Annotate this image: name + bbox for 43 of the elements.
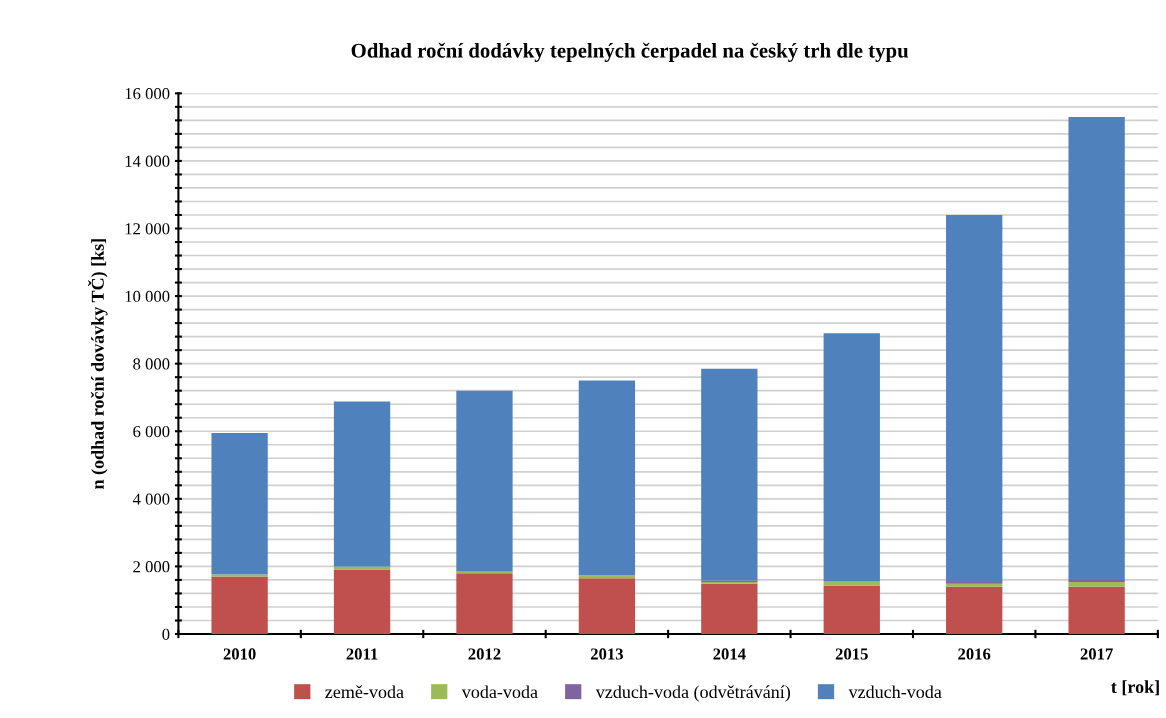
- x-tick-label: 2014: [713, 648, 746, 660]
- x-tick-label: 2016: [958, 648, 991, 660]
- x-tick-label: 2017: [1080, 648, 1113, 660]
- bar: [211, 576, 268, 634]
- bar: [823, 333, 880, 581]
- y-tick-label: 14 000: [125, 155, 170, 167]
- y-tick-label: 10 000: [125, 290, 170, 303]
- chart-title: Odhad roční dodávky tepelných čerpadel na český trh dle typu: [351, 42, 909, 62]
- bar: [578, 380, 636, 576]
- y-tick-label: 12 000: [125, 223, 170, 235]
- y-tick-label: 2 000: [133, 561, 170, 573]
- x-tick-label: 2011: [346, 648, 378, 660]
- x-axis-title: t [rok]: [1111, 680, 1159, 696]
- bar: [456, 573, 513, 634]
- legend-label: vzduch-voda: [848, 685, 942, 699]
- y-tick-label: 16 000: [125, 88, 170, 100]
- y-tick-label: 4 000: [132, 493, 170, 505]
- bar: [946, 214, 1003, 582]
- x-tick-label: 2015: [835, 648, 868, 660]
- bar: [1068, 586, 1125, 634]
- legend-label: voda-voda: [461, 685, 538, 699]
- bar: [1068, 116, 1125, 580]
- bar: [823, 581, 880, 586]
- bar: [1068, 579, 1125, 582]
- bar: [211, 432, 268, 575]
- bar: [701, 368, 758, 581]
- x-tick-label: 2013: [590, 648, 623, 660]
- bar: [333, 569, 391, 634]
- x-tick-label: 2010: [223, 648, 256, 660]
- bar: [1068, 581, 1125, 587]
- bar: [333, 401, 391, 567]
- legend-label: vzduch-voda (odvětrávání): [595, 685, 791, 702]
- y-tick-label: 0: [162, 628, 170, 640]
- bar: [456, 390, 513, 572]
- bar: [578, 578, 636, 634]
- bar: [823, 585, 880, 634]
- y-tick-label: 6 000: [133, 425, 170, 438]
- bar: [701, 583, 758, 634]
- y-axis-title: n (odhad roční dovávky TČ) [ks]: [88, 239, 108, 490]
- bar: [946, 586, 1003, 634]
- x-tick-label: 2012: [468, 648, 501, 660]
- y-tick-label: 8 000: [133, 358, 170, 370]
- legend-label: země-voda: [325, 685, 404, 699]
